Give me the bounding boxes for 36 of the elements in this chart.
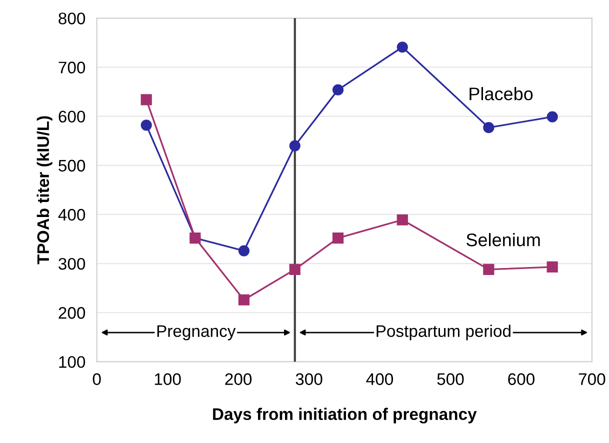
point [396,214,408,226]
point [289,264,300,275]
y-tick-label: 100 [59,356,86,368]
y-tick-label: 800 [58,12,86,24]
x-tick-label: 100 [154,373,181,386]
point [483,264,494,275]
y-tick-label: 600 [58,110,86,123]
x-tick-label: 200 [225,373,252,386]
x-tick-label: 300 [296,373,322,386]
point [238,294,250,306]
y-tick-label: 300 [58,258,86,270]
y-tick-label: 400 [58,208,86,221]
annotation: Postpartum period [376,324,510,340]
point [332,84,344,96]
x-tick-label: 400 [366,373,394,386]
y-tick-label: 200 [58,307,86,319]
point [140,94,152,106]
y-axis-title: TPOAb titer (kIU/L) [36,116,52,264]
point [238,245,250,256]
point [483,122,494,134]
x-tick-label: 700 [578,373,606,386]
point [546,111,558,122]
point [140,120,152,131]
point [289,140,300,152]
x-tick-label: 500 [437,373,464,386]
point [396,42,408,53]
y-tick-label: 700 [58,62,86,74]
annotation: Pregnancy [157,325,236,340]
series-label: Placebo [470,87,533,100]
x-tick-label: 600 [508,373,534,386]
y-tick-label: 500 [58,160,86,172]
point [332,232,344,244]
series-label: Selenium [466,233,540,246]
x-axis-title: Days from initiation of pregnancy [213,408,477,424]
point [546,261,558,273]
x-tick-label: 0 [92,373,101,386]
